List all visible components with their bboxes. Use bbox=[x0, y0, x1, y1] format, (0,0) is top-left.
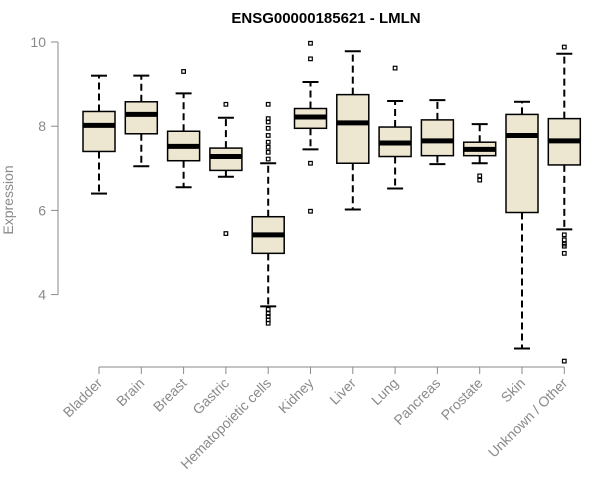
outlier-point bbox=[265, 320, 271, 326]
y-tick-label: 6 bbox=[38, 202, 46, 218]
x-tick-label: Liver bbox=[326, 375, 359, 408]
outlier-point bbox=[308, 208, 313, 214]
x-tick-label: Bladder bbox=[60, 375, 106, 421]
box-bladder bbox=[82, 74, 116, 195]
y-tick-label: 4 bbox=[38, 287, 46, 303]
outlier-point bbox=[308, 40, 313, 46]
x-tick-label: Skin bbox=[498, 375, 529, 406]
box-hematopoietic-cells bbox=[251, 101, 285, 326]
x-tick-label: Breast bbox=[150, 375, 190, 415]
boxes-group bbox=[82, 40, 582, 364]
outlier-point bbox=[223, 231, 229, 236]
x-tick-label: Unknown / Other bbox=[485, 375, 571, 461]
box-lung bbox=[378, 65, 412, 190]
iqr-box bbox=[209, 147, 243, 172]
outlier-point bbox=[265, 306, 271, 312]
box-liver bbox=[336, 50, 370, 211]
outlier-point bbox=[392, 65, 398, 71]
y-axis: 4 6 8 10 bbox=[30, 34, 59, 303]
y-tick-label: 10 bbox=[30, 34, 46, 50]
x-tick-label: Kidney bbox=[275, 375, 317, 417]
outlier-point bbox=[265, 144, 271, 150]
outlier-point bbox=[265, 149, 271, 155]
box-unknown-other bbox=[547, 44, 582, 364]
outlier-point bbox=[223, 101, 229, 107]
outlier-point bbox=[265, 133, 271, 138]
iqr-box bbox=[336, 93, 370, 164]
box-brain bbox=[124, 74, 159, 168]
outlier-point bbox=[561, 237, 567, 243]
outlier-point bbox=[561, 44, 567, 50]
box-skin bbox=[505, 100, 539, 350]
box-prostate bbox=[462, 123, 497, 183]
outlier-point bbox=[265, 311, 271, 316]
outlier-point bbox=[561, 243, 567, 249]
outlier-point bbox=[265, 139, 271, 145]
outlier-point bbox=[308, 160, 313, 166]
y-axis-label: Expression bbox=[0, 165, 16, 234]
x-tick-label: Brain bbox=[113, 375, 147, 409]
outlier-point bbox=[265, 101, 271, 107]
outlier-point bbox=[561, 358, 567, 364]
outlier-point bbox=[308, 56, 313, 62]
box-kidney bbox=[293, 40, 328, 214]
iqr-box bbox=[82, 110, 116, 153]
outlier-point bbox=[561, 232, 567, 238]
x-tick-label: Prostate bbox=[438, 375, 486, 423]
iqr-box bbox=[124, 101, 159, 135]
x-tick-label: Pancreas bbox=[390, 375, 443, 428]
iqr-box bbox=[420, 119, 455, 157]
outlier-point bbox=[265, 156, 271, 162]
outlier-point bbox=[181, 69, 187, 74]
iqr-box bbox=[505, 113, 539, 214]
y-tick-label: 8 bbox=[38, 118, 46, 134]
outlier-point bbox=[477, 177, 483, 183]
box-breast bbox=[166, 69, 201, 189]
outlier-point bbox=[265, 125, 271, 131]
x-tick-label: Lung bbox=[368, 375, 401, 408]
box-pancreas bbox=[420, 99, 455, 166]
chart-title: ENSG00000185621 - LMLN bbox=[231, 10, 420, 27]
outlier-point bbox=[265, 119, 271, 125]
outlier-point bbox=[561, 250, 567, 256]
outlier-point bbox=[477, 173, 483, 179]
box-gastric bbox=[209, 101, 243, 236]
